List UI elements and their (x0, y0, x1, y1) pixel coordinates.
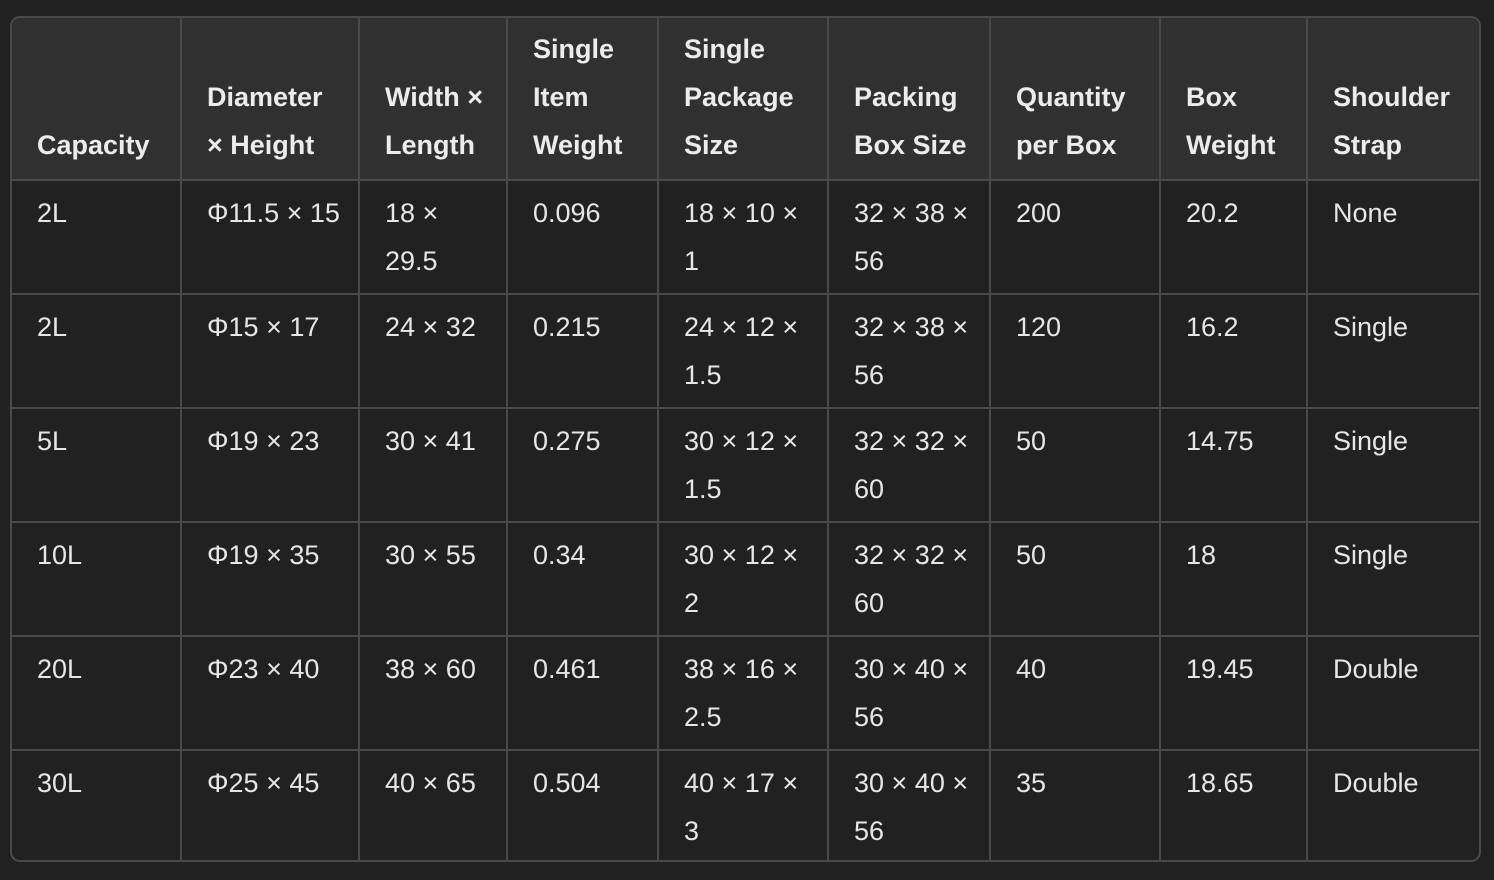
cell-capacity: 10L (12, 522, 182, 637)
cell-single-package-size: 18 × 10 × 1 (658, 180, 829, 295)
cell-shoulder-strap: None (1307, 180, 1479, 295)
cell-box-weight: 20.2 (1160, 180, 1308, 295)
cell-single-item-weight: 0.215 (507, 294, 659, 409)
cell-box-weight: 18.65 (1160, 750, 1308, 860)
cell-quantity-per-box: 50 (990, 522, 1161, 637)
header-shoulder-strap: Shoulder Strap (1307, 18, 1479, 181)
cell-packing-box-size: 30 × 40 × 56 (828, 636, 991, 751)
header-single-package-size: Single Package Size (658, 18, 829, 181)
header-capacity: Capacity (12, 18, 182, 181)
cell-shoulder-strap: Double (1307, 636, 1479, 751)
table-row: 20L Φ23 × 40 38 × 60 0.461 38 × 16 × 2.5… (12, 636, 1479, 751)
cell-capacity: 30L (12, 750, 182, 860)
cell-box-weight: 16.2 (1160, 294, 1308, 409)
cell-width-length: 18 × 29.5 (359, 180, 508, 295)
cell-box-weight: 19.45 (1160, 636, 1308, 751)
cell-capacity: 2L (12, 294, 182, 409)
product-spec-table: Capacity Diameter × Height Width × Lengt… (12, 18, 1479, 860)
cell-quantity-per-box: 120 (990, 294, 1161, 409)
cell-single-item-weight: 0.275 (507, 408, 659, 523)
cell-box-weight: 14.75 (1160, 408, 1308, 523)
table-header-row: Capacity Diameter × Height Width × Lengt… (12, 18, 1479, 181)
cell-quantity-per-box: 40 (990, 636, 1161, 751)
cell-diameter-height: Φ15 × 17 (181, 294, 360, 409)
header-width-length: Width × Length (359, 18, 508, 181)
table-row: 10L Φ19 × 35 30 × 55 0.34 30 × 12 × 2 32… (12, 522, 1479, 637)
cell-diameter-height: Φ19 × 23 (181, 408, 360, 523)
cell-width-length: 40 × 65 (359, 750, 508, 860)
header-quantity-per-box: Quantity per Box (990, 18, 1161, 181)
cell-quantity-per-box: 50 (990, 408, 1161, 523)
cell-box-weight: 18 (1160, 522, 1308, 637)
header-box-weight: Box Weight (1160, 18, 1308, 181)
cell-single-package-size: 30 × 12 × 2 (658, 522, 829, 637)
cell-shoulder-strap: Single (1307, 522, 1479, 637)
cell-single-item-weight: 0.504 (507, 750, 659, 860)
cell-capacity: 2L (12, 180, 182, 295)
cell-width-length: 38 × 60 (359, 636, 508, 751)
cell-single-item-weight: 0.34 (507, 522, 659, 637)
cell-quantity-per-box: 35 (990, 750, 1161, 860)
cell-packing-box-size: 32 × 38 × 56 (828, 180, 991, 295)
cell-single-package-size: 30 × 12 × 1.5 (658, 408, 829, 523)
cell-single-item-weight: 0.461 (507, 636, 659, 751)
cell-diameter-height: Φ25 × 45 (181, 750, 360, 860)
header-packing-box-size: Packing Box Size (828, 18, 991, 181)
cell-shoulder-strap: Single (1307, 408, 1479, 523)
cell-shoulder-strap: Double (1333, 768, 1419, 798)
cell-packing-box-size: 32 × 32 × 60 (828, 522, 991, 637)
cell-single-package-size: 24 × 12 × 1.5 (658, 294, 829, 409)
cell-width-length: 30 × 55 (359, 522, 508, 637)
cell-diameter-height: Φ11.5 × 15 (181, 180, 360, 295)
table-row: 30L Φ25 × 45 40 × 65 0.504 40 × 17 × 3 3… (12, 750, 1479, 860)
cell-single-package-size: 40 × 17 × 3 (658, 750, 829, 860)
cell-width-length: 24 × 32 (359, 294, 508, 409)
cell-capacity: 20L (12, 636, 182, 751)
table-row: 2L Φ15 × 17 24 × 32 0.215 24 × 12 × 1.5 … (12, 294, 1479, 409)
cell-packing-box-size: 30 × 40 × 56 (828, 750, 991, 860)
cell-single-item-weight: 0.096 (507, 180, 659, 295)
cell-diameter-height: Φ19 × 35 (181, 522, 360, 637)
cell-quantity-per-box: 200 (990, 180, 1161, 295)
data-table-container: Capacity Diameter × Height Width × Lengt… (10, 16, 1481, 862)
cell-width-length: 30 × 41 (359, 408, 508, 523)
cell-packing-box-size: 32 × 32 × 60 (828, 408, 991, 523)
cell-shoulder-strap: Single (1307, 294, 1479, 409)
cell-diameter-height: Φ23 × 40 (181, 636, 360, 751)
cell-single-package-size: 38 × 16 × 2.5 (658, 636, 829, 751)
header-single-item-weight: Single Item Weight (507, 18, 659, 181)
cell-packing-box-size: 32 × 38 × 56 (828, 294, 991, 409)
table-row: 5L Φ19 × 23 30 × 41 0.275 30 × 12 × 1.5 … (12, 408, 1479, 523)
cell-capacity: 5L (12, 408, 182, 523)
header-diameter-height: Diameter × Height (181, 18, 360, 181)
table-row: 2L Φ11.5 × 15 18 × 29.5 0.096 18 × 10 × … (12, 180, 1479, 295)
